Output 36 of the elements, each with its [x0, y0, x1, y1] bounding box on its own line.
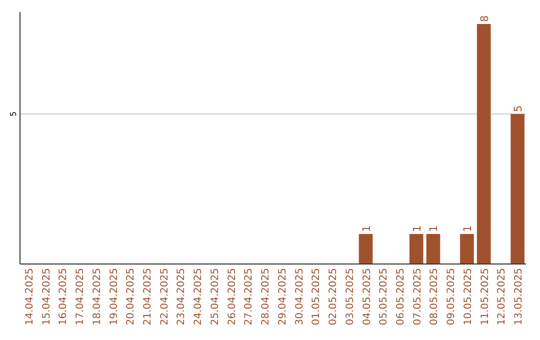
x-tick-label: 24.04.2025: [193, 268, 204, 326]
x-tick-label: 20.04.2025: [126, 268, 137, 326]
data-label: 5: [512, 105, 525, 112]
x-tick-label: 11.05.2025: [480, 268, 491, 326]
x-tick-label: 15.04.2025: [41, 268, 52, 326]
x-tick-label: 27.04.2025: [244, 268, 255, 326]
data-label: 1: [428, 225, 440, 232]
x-tick-label: 19.04.2025: [108, 268, 120, 326]
x-tick-label: 08.05.2025: [429, 268, 440, 326]
x-tick-label: 22.04.2025: [159, 268, 170, 326]
x-tick-label: 16.04.2025: [58, 268, 70, 326]
x-tick-label: 28.04.2025: [260, 268, 272, 326]
x-tick-label: 07.05.2025: [412, 268, 424, 326]
x-tick-label: 03.05.2025: [344, 268, 356, 326]
x-tick-label: 05.05.2025: [378, 268, 390, 326]
x-tick-label: 10.05.2025: [462, 268, 474, 326]
x-tick-label: 23.04.2025: [176, 268, 188, 326]
x-tick-label: 01.05.2025: [311, 268, 322, 326]
data-label: 1: [360, 225, 373, 232]
x-tick-label: 30.04.2025: [294, 268, 306, 326]
x-tick-label: 25.04.2025: [210, 268, 221, 326]
x-tick-label: 12.05.2025: [496, 268, 508, 326]
x-tick-label: 06.05.2025: [396, 268, 406, 326]
x-tick-label: 26.04.2025: [226, 268, 238, 326]
x-tick-label: 13.05.2025: [514, 268, 525, 326]
x-tick-label: 09.05.2025: [446, 268, 458, 326]
data-label: 1: [462, 225, 474, 232]
data-label: 8: [478, 15, 491, 22]
x-tick-label: 18.04.2025: [92, 268, 103, 326]
x-tick-label: 04.05.2025: [362, 268, 373, 326]
data-label: 1: [411, 225, 424, 232]
x-tick-label: 02.05.2025: [328, 268, 340, 326]
x-tick-label: 29.04.2025: [277, 268, 288, 326]
x-tick-label: 21.04.2025: [142, 268, 154, 326]
x-tick-label: 17.04.2025: [75, 268, 86, 326]
x-tick-label: 14.04.2025: [24, 268, 36, 326]
